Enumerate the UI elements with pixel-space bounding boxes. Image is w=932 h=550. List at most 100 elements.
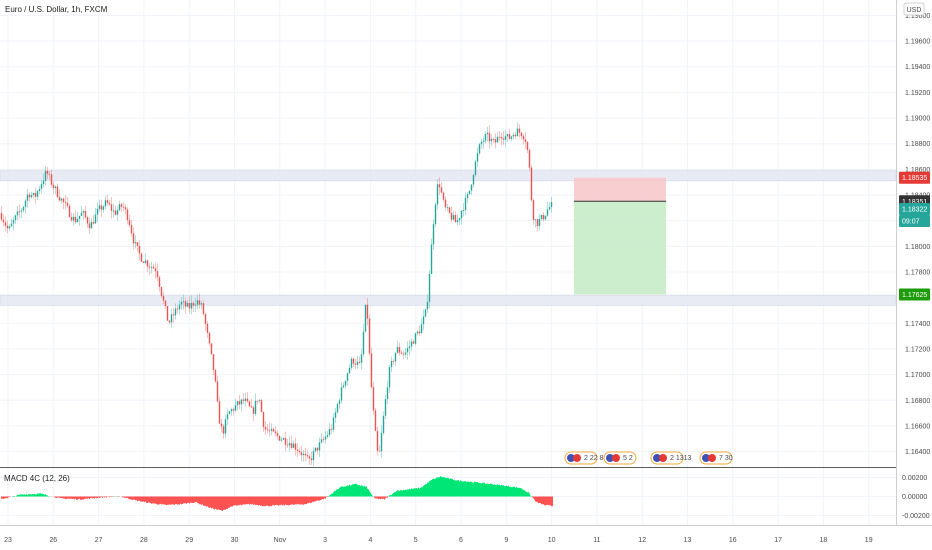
take-profit-area[interactable] <box>574 201 666 295</box>
candle-body <box>364 304 367 332</box>
candle-body <box>452 214 455 220</box>
economic-events[interactable]: 2 22 8 5 2 2 1313 7 30 <box>564 451 733 465</box>
time-tick-label: 6 <box>459 537 463 544</box>
candle-body <box>486 132 489 135</box>
candle-body <box>118 204 121 211</box>
candle-body <box>58 197 61 201</box>
candle-body <box>96 208 99 215</box>
candle-body <box>248 401 251 407</box>
candle-body <box>12 220 15 224</box>
candle-body <box>38 188 41 192</box>
candle-body <box>252 407 255 414</box>
candle-body <box>32 193 35 195</box>
candle-body <box>262 412 265 428</box>
price-tick-label: 1.17000 <box>905 372 930 379</box>
event-badge[interactable]: 5 2 <box>603 451 637 465</box>
candle-body <box>270 428 273 431</box>
candle-body <box>106 200 109 203</box>
flag-eu-icon <box>653 454 661 462</box>
price-tick-label: 1.18600 <box>905 167 930 174</box>
candle-body <box>456 220 459 223</box>
candle-body <box>176 308 179 310</box>
candle-body <box>74 216 77 223</box>
event-badge[interactable]: 2 1313 <box>650 451 692 465</box>
candle-body <box>420 324 423 334</box>
flag-us-icon <box>708 454 716 462</box>
candle-body <box>36 191 39 197</box>
stop-loss-tag-text: 1.18535 <box>902 175 927 182</box>
candle-body <box>506 134 509 137</box>
candle-body <box>390 361 393 368</box>
candle-body <box>374 410 377 431</box>
stop-loss-area[interactable] <box>574 177 666 202</box>
macd-tick-label: 0.00200 <box>902 475 927 482</box>
time-tick-label: 17 <box>774 537 782 544</box>
candle-body <box>392 361 395 362</box>
candle-body <box>2 219 5 223</box>
candle-body <box>522 136 525 140</box>
candle-body <box>428 273 431 302</box>
candle-body <box>284 438 287 445</box>
candle-body <box>92 221 95 224</box>
candle-body <box>88 223 91 229</box>
candle-body <box>340 387 343 401</box>
candle-body <box>172 314 175 316</box>
price-axis[interactable]: 1.19800 1.19600 1.19400 1.19200 1.19000 1.188… <box>905 13 930 456</box>
time-tick-label: 27 <box>95 537 103 544</box>
candle-body <box>140 253 143 262</box>
candle-body <box>512 134 515 137</box>
candle-body <box>128 220 131 226</box>
candle-body <box>198 300 201 305</box>
candle-body <box>370 353 373 388</box>
candle-body <box>44 170 47 181</box>
time-tick-label: Nov <box>274 537 287 544</box>
candle-body <box>244 398 247 401</box>
candle-body <box>540 215 543 220</box>
time-tick-label: 9 <box>504 537 508 544</box>
candle-body <box>266 429 269 431</box>
candle-body <box>550 202 553 208</box>
candle-body <box>102 206 105 210</box>
take-profit-tag: 1.17625 <box>899 288 930 301</box>
candle-body <box>256 400 259 402</box>
candle-body <box>348 367 351 374</box>
short-position-tool[interactable] <box>574 177 666 295</box>
price-tick-label: 1.19400 <box>905 64 930 71</box>
candle-body <box>300 452 303 456</box>
candle-body <box>304 453 307 456</box>
candle-body <box>264 427 267 430</box>
candle-body <box>288 443 291 446</box>
candle-body <box>518 128 521 133</box>
time-tick-label: 11 <box>593 537 600 544</box>
time-tick-label: 4 <box>368 537 372 544</box>
currency-button[interactable] <box>903 2 925 16</box>
candle-body <box>6 225 9 229</box>
candle-body <box>122 206 125 208</box>
candle-body <box>336 403 339 413</box>
zone-band <box>0 170 897 182</box>
candle-body <box>282 438 285 440</box>
time-axis[interactable]: 23 26 27 28 29 30 Nov 3 4 5 6 9 10 11 12 13 16 17 18 19 <box>4 537 873 544</box>
price-candles <box>0 122 553 467</box>
price-tick-label: 1.16400 <box>905 449 930 456</box>
candle-body <box>134 242 137 244</box>
event-badge[interactable]: 7 30 <box>699 451 733 465</box>
currency-label: USD <box>907 7 922 14</box>
price-tick-label: 1.19000 <box>905 116 930 123</box>
candle-body <box>480 141 483 145</box>
candle-body <box>18 211 21 213</box>
candle-body <box>478 144 481 154</box>
candle-body <box>116 210 119 215</box>
time-tick-label: 29 <box>185 537 193 544</box>
candle-body <box>218 401 221 424</box>
candle-body <box>504 136 507 140</box>
candle-body <box>330 428 333 430</box>
time-tick-label: 12 <box>638 537 646 544</box>
candle-body <box>438 184 441 188</box>
event-badge[interactable]: 2 22 8 <box>564 451 604 465</box>
candle-body <box>320 439 323 443</box>
candle-body <box>56 186 59 198</box>
candle-body <box>338 400 341 404</box>
